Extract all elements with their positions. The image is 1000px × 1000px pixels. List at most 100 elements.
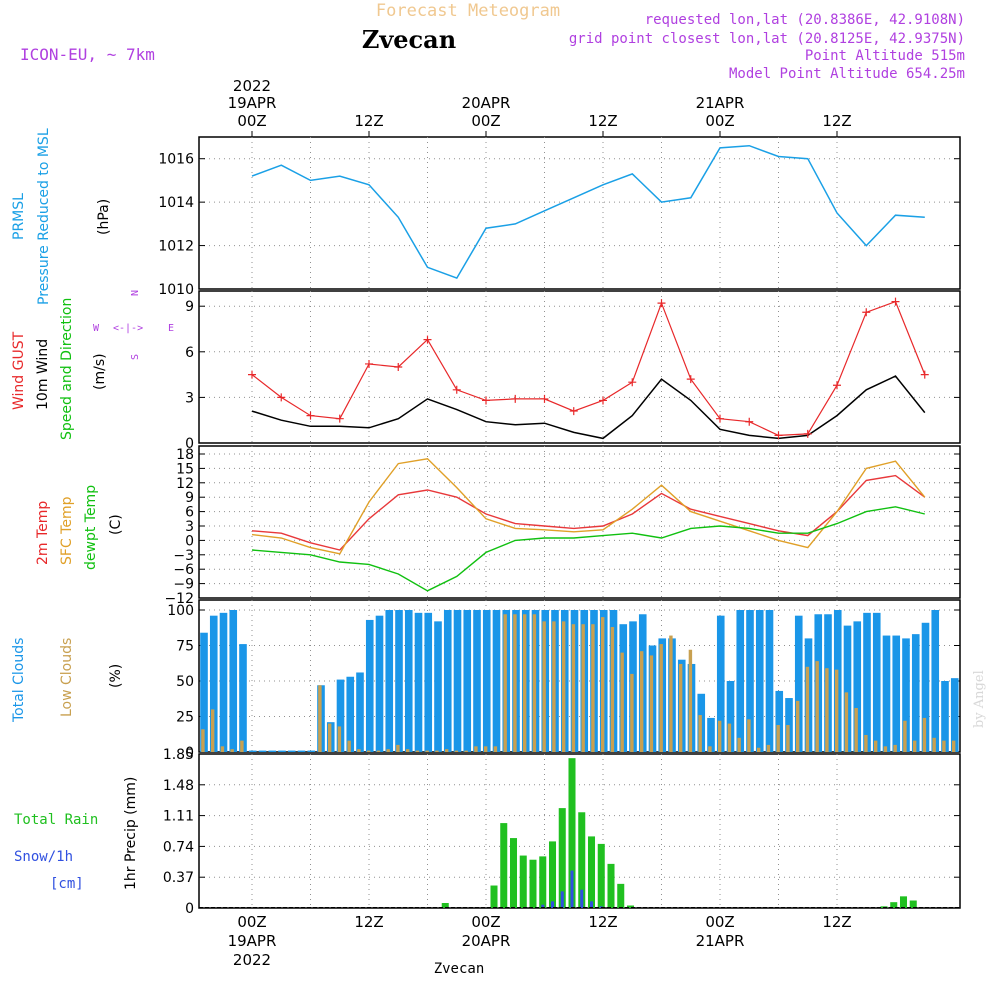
pressure-line [251,144,925,280]
low-cloud-bar [357,749,361,752]
low-cloud-bar [932,737,936,752]
location-title: Zvecan [362,25,456,54]
low-cloud-bar [864,734,868,752]
total-cloud-bar [385,610,394,752]
total-cloud-bar [921,622,930,752]
total-cloud-bar [746,610,754,752]
temp-tick-label: 9 [185,490,194,506]
temp-tick-label: 12 [176,476,194,492]
credit-watermark: by Angel [972,670,987,728]
total-cloud-bar [941,681,949,752]
total-cloud-bar [716,615,725,752]
snow-bar [551,901,554,908]
wind10-line [251,375,926,440]
total-cloud-bar [375,615,384,752]
low-cloud-bar [220,746,225,752]
gust-marker [628,378,637,387]
top-date-label: 19APR [228,94,277,112]
gust-marker [248,370,256,379]
prmsl-unit: (hPa) [96,199,112,235]
low-cloud-bar [386,749,390,752]
top-hour-label: 00Z [237,112,266,130]
product-title: Forecast Meteogram [376,1,560,21]
gust-marker [540,394,549,403]
temp-unit: (C) [108,514,124,535]
dewpoint-line [251,506,925,592]
precip-tick-label: 1.11 [163,809,194,825]
low-cloud-bar [571,624,576,752]
low-cloud-bar [825,668,829,752]
total-cloud-bar [434,621,442,752]
total-cloud-bar [882,635,891,752]
gust-marker [452,385,461,394]
total-cloud-bar [892,635,901,752]
pressure-tick-label: 1010 [158,282,194,298]
rain-bar [607,863,615,908]
low-cloud-bar [444,749,449,752]
temp-tick-label: 18 [176,447,194,463]
temp-tick-label: −12 [164,591,194,607]
low-cloud-bar [912,740,917,752]
total-cloud-bar [346,676,355,752]
gust-marker [569,407,578,416]
total-cloud-bar [736,610,745,752]
rain-bar [578,812,586,908]
point-altitude: Point Altitude 515m [805,48,965,64]
low-cloud-bar [659,644,663,752]
total-cloud-bar [765,610,774,752]
precip-axis-label: 1hr Precip (mm) [123,777,139,890]
bottom-year-label: 2022 [233,951,271,969]
low-cloud-bar [561,621,566,752]
total-cloud-bar [443,610,452,752]
low-cloud-bar [396,744,400,752]
total-cloud-bar [794,615,803,752]
bottom-date-label: 20APR [462,932,511,950]
wind-unit: (m/s) [92,353,108,390]
low-cloud-bar [210,709,215,752]
prmsl-long-label: Pressure Reduced to MSL [36,128,52,305]
low-cloud-bar [688,649,693,752]
model-label: ICON-EU, ~ 7km [20,45,155,64]
total-cloud-bar [863,612,871,752]
snow-bar [541,904,545,908]
low-cloud-bar [435,750,439,752]
temp-tick-label: −6 [173,562,194,578]
low-cloud-bar [795,700,800,752]
low-cloud-bar [591,624,595,752]
gust-marker [394,363,403,371]
gust-marker [803,429,812,438]
total-cloud-bar [414,612,423,752]
wind-tick-label: 0 [185,436,194,452]
low-cloud-bar [318,685,322,752]
gust-marker [599,396,607,405]
total-cloud-bar [258,750,267,752]
rain-bar [568,758,576,908]
gust-marker [423,335,432,344]
low-cloud-bar [513,614,517,752]
total-cloud-bar [843,625,852,752]
total-cloud-bar [248,750,257,752]
wind-tick-label: 3 [185,390,194,406]
precip-tick-label: 1.48 [163,778,194,794]
low-cloud-bar [844,692,849,752]
rain-bar [490,885,498,908]
gust-marker [686,375,695,384]
gust-marker [365,359,373,368]
low-cloud-bar [669,635,673,752]
footer-location: Zvecan [434,961,485,977]
low-cloud-bar [230,749,234,752]
total-cloud-bar [200,632,208,752]
compass-east: E [168,323,174,334]
total-cloud-bar [268,750,277,752]
rain-bar [899,896,908,908]
t2m-line [251,474,926,551]
low-cloud-bar [201,729,205,752]
snow-bar [590,901,593,908]
total-cloud-bar [356,672,364,752]
low-cloud-bar [347,740,351,752]
gust-marker [745,417,754,426]
low-cloud-bar [951,740,956,752]
gridpoint-coords: grid point closest lon,lat (20.8125E, 42… [569,31,965,47]
compass-north: N [130,290,141,296]
